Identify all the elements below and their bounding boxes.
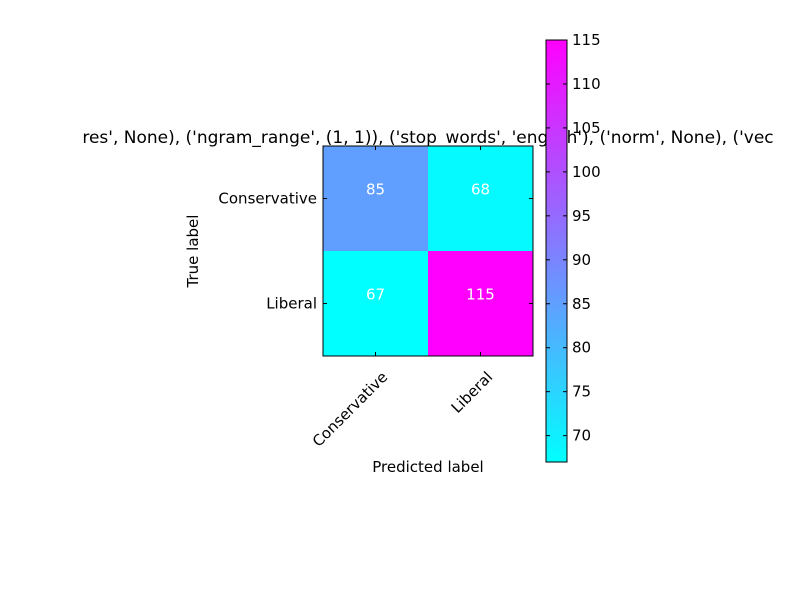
colorbar-tick-label: 80: [572, 339, 591, 357]
colorbar-tick-label: 100: [572, 163, 601, 181]
heatmap-cell: [428, 146, 533, 251]
colorbar-tick-label: 110: [572, 75, 601, 93]
colorbar-tick-label: 75: [572, 383, 591, 401]
y-axis-ticks: Conservative Liberal: [218, 190, 533, 313]
colorbar-ticks: 70 75 80 85 90 95 100 105 110 115: [546, 31, 601, 445]
x-tick-label: Conservative: [309, 368, 391, 450]
y-tick-label: Liberal: [266, 295, 317, 313]
heatmap-cell: [323, 251, 428, 356]
colorbar-tick-label: 70: [572, 427, 591, 445]
cell-value-label: 85: [366, 181, 385, 199]
colorbar-tick-label: 90: [572, 251, 591, 269]
colorbar-tick-label: 85: [572, 295, 591, 313]
y-axis-label: True label: [184, 215, 202, 289]
y-tick-label: Conservative: [218, 190, 317, 208]
cell-value-labels: 85 68 67 115: [366, 181, 495, 304]
cell-value-label: 67: [366, 286, 385, 304]
heatmap-cells: [323, 146, 533, 356]
heatmap-cell: [323, 146, 428, 251]
x-axis-label: Predicted label: [372, 458, 483, 476]
cell-value-label: 115: [466, 286, 495, 304]
colorbar-tick-label: 115: [572, 31, 601, 49]
plot-frame: [322, 145, 534, 357]
cell-value-label: 68: [471, 181, 490, 199]
colorbar-tick-label: 105: [572, 119, 601, 137]
colorbar: [545, 39, 568, 463]
x-tick-label: Liberal: [448, 368, 497, 417]
colorbar-tick-label: 95: [572, 207, 591, 225]
chart-title: res', None), ('ngram_range', (1, 1)), ('…: [82, 128, 773, 148]
heatmap-cell: [428, 251, 533, 356]
